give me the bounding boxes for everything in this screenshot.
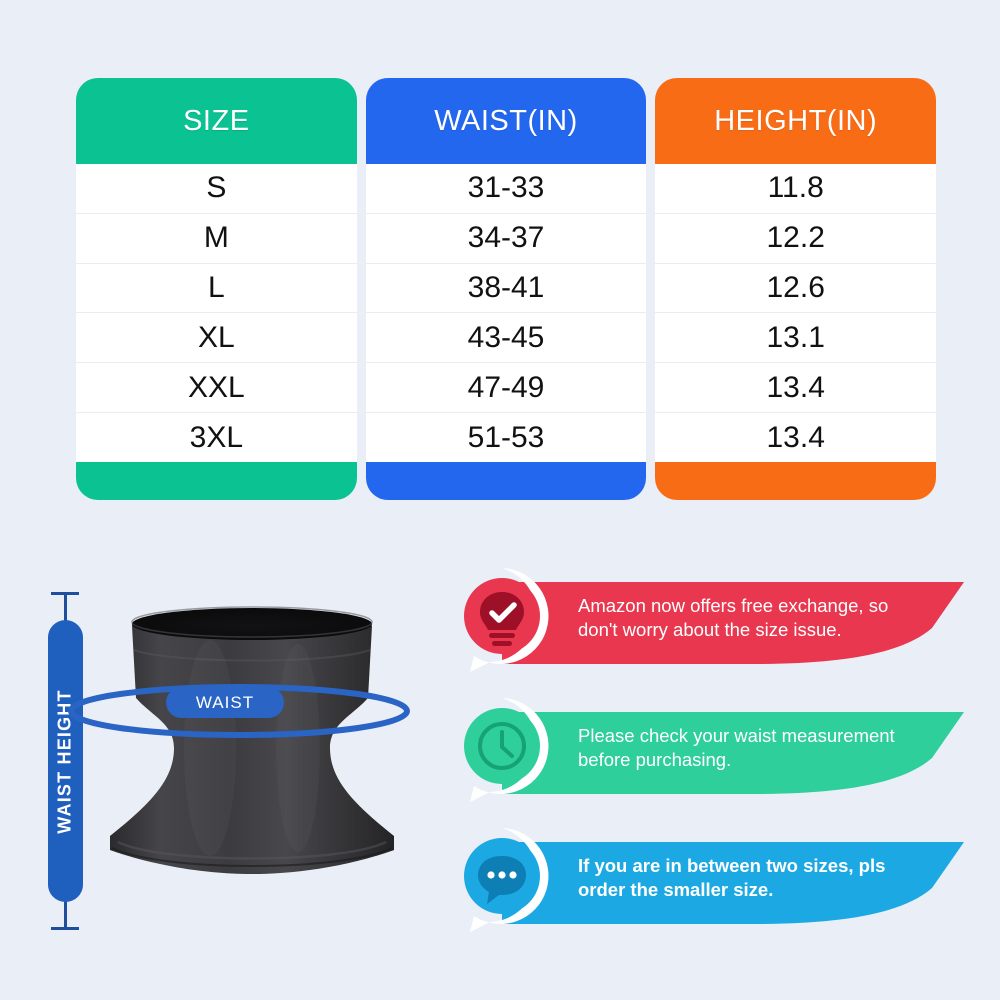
banner-text: Please check your waist measurement befo… bbox=[578, 725, 895, 771]
table-cell-waist: 43-45 bbox=[365, 313, 647, 364]
table-cell-waist: 31-33 bbox=[365, 164, 647, 214]
table-cell-height: 12.2 bbox=[655, 213, 937, 264]
column-body-waist: 31-33 34-37 38-41 43-45 47-49 51-53 bbox=[365, 164, 647, 462]
product-illustration: WAIST HEIGHT bbox=[16, 560, 436, 980]
column-footer-waist bbox=[365, 462, 647, 500]
table-cell-waist: 34-37 bbox=[365, 213, 647, 264]
table-cell-size: M bbox=[76, 213, 357, 264]
clock-icon bbox=[444, 692, 560, 808]
table-cell-height: 13.4 bbox=[655, 363, 937, 414]
table-cell-size: XXL bbox=[76, 363, 357, 414]
info-banner: Please check your waist measurement befo… bbox=[444, 692, 964, 804]
table-cell-size: 3XL bbox=[76, 413, 357, 462]
column-header-height: HEIGHT(IN) bbox=[655, 78, 937, 164]
size-table: SIZE S M L XL XXL 3XL WAIST(IN) 31-33 34… bbox=[76, 78, 937, 500]
measure-cap-top bbox=[51, 592, 79, 595]
banner-text: If you are in between two sizes, pls ord… bbox=[578, 855, 886, 901]
table-cell-waist: 38-41 bbox=[365, 263, 647, 314]
column-header-waist: WAIST(IN) bbox=[365, 78, 647, 164]
waist-label: WAIST bbox=[195, 692, 255, 712]
table-cell-height: 13.4 bbox=[655, 413, 937, 462]
table-column-size: SIZE S M L XL XXL 3XL bbox=[76, 78, 357, 500]
chat-bubble-icon bbox=[444, 822, 560, 938]
lightbulb-check-icon bbox=[444, 562, 560, 678]
table-cell-waist: 47-49 bbox=[365, 363, 647, 414]
table-column-waist: WAIST(IN) 31-33 34-37 38-41 43-45 47-49 … bbox=[365, 78, 647, 500]
waist-height-measure-indicator: WAIST HEIGHT bbox=[42, 592, 88, 930]
measure-cap-bottom bbox=[51, 927, 79, 930]
info-banner: Amazon now offers free exchange, so don'… bbox=[444, 562, 964, 674]
column-body-size: S M L XL XXL 3XL bbox=[76, 164, 357, 462]
table-cell-height: 11.8 bbox=[655, 164, 937, 214]
table-cell-size: L bbox=[76, 263, 357, 314]
table-cell-waist: 51-53 bbox=[365, 413, 647, 462]
ribbon-shape bbox=[502, 706, 964, 794]
column-footer-size bbox=[76, 462, 357, 500]
table-column-height: HEIGHT(IN) 11.8 12.2 12.6 13.1 13.4 13.4 bbox=[655, 78, 937, 500]
table-cell-height: 12.6 bbox=[655, 263, 937, 314]
waist-trainer-garment bbox=[102, 598, 402, 898]
waist-height-pill: WAIST HEIGHT bbox=[48, 620, 83, 902]
column-footer-height bbox=[655, 462, 937, 500]
table-cell-size: XL bbox=[76, 313, 357, 364]
ribbon-shape bbox=[502, 576, 964, 664]
banner-text: Amazon now offers free exchange, so don'… bbox=[578, 595, 889, 641]
table-cell-height: 13.1 bbox=[655, 313, 937, 364]
table-cell-size: S bbox=[76, 164, 357, 214]
waist-label-pill: WAIST bbox=[166, 687, 284, 718]
column-header-size: SIZE bbox=[76, 78, 357, 164]
column-body-height: 11.8 12.2 12.6 13.1 13.4 13.4 bbox=[655, 164, 937, 462]
info-banner: If you are in between two sizes, pls ord… bbox=[444, 822, 964, 934]
ribbon-shape bbox=[502, 836, 964, 924]
